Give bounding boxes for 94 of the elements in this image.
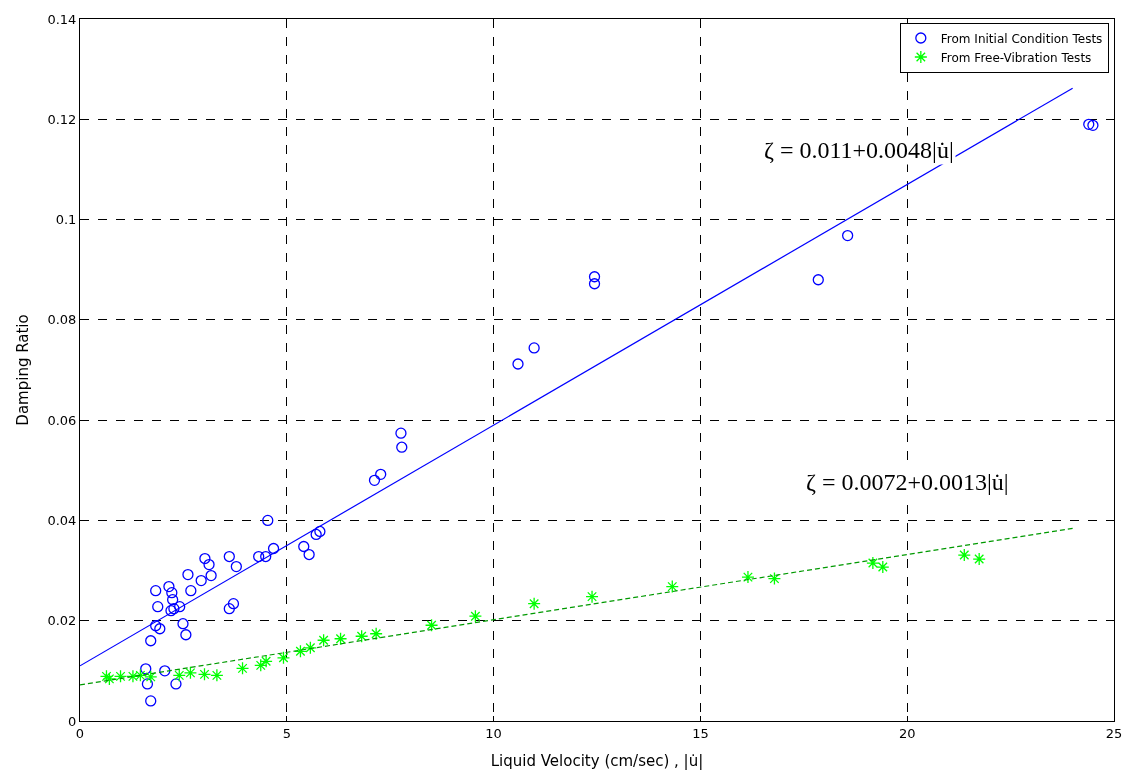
point: [741, 570, 755, 584]
point: [183, 666, 198, 680]
y-tick-label: 0.1: [55, 212, 77, 228]
point: [140, 663, 152, 675]
point: [368, 474, 381, 486]
point: [424, 618, 439, 632]
point: [113, 669, 128, 684]
point: [262, 514, 274, 527]
y-tick-label: 0.04: [47, 512, 77, 528]
point: [197, 667, 212, 682]
point: [767, 571, 782, 586]
point: [159, 665, 171, 677]
point: [166, 586, 178, 599]
point: [333, 632, 348, 646]
annotation: ζ = 0.0072+0.0013|u̇|: [806, 469, 1009, 495]
point: [396, 441, 408, 453]
legend-label: From Free-Vibration Tests: [940, 50, 1092, 65]
x-tick-label: 25: [1105, 725, 1123, 741]
point: [126, 669, 140, 684]
point: [276, 651, 291, 665]
point: [253, 550, 265, 563]
point: [588, 278, 601, 290]
point: [293, 644, 308, 658]
y-tick-label: 0.08: [47, 312, 77, 328]
x-tick-label: 10: [485, 725, 502, 741]
point: [182, 568, 194, 581]
point: [585, 590, 599, 604]
y-tick-label: 0.14: [47, 11, 77, 27]
y-tick-label: 0: [68, 713, 77, 729]
point: [235, 661, 250, 675]
point: [141, 678, 154, 690]
point: [170, 678, 182, 690]
point: [527, 597, 541, 611]
point: [512, 358, 524, 370]
point: [163, 580, 175, 593]
x-tick-label: 15: [692, 725, 709, 741]
point: [267, 542, 280, 555]
point: [152, 601, 164, 613]
y-tick-label: 0.12: [47, 111, 77, 127]
point: [310, 528, 322, 541]
point: [144, 670, 158, 684]
x-tick-label: 20: [898, 725, 916, 741]
point: [375, 468, 387, 480]
point: [154, 623, 166, 635]
legend-label: From Initial Condition Tests: [940, 31, 1103, 46]
point: [174, 601, 186, 613]
point: [298, 540, 310, 553]
annotation: ζ = 0.011+0.0048|u̇|: [764, 137, 954, 163]
point: [528, 342, 540, 354]
point: [957, 548, 971, 562]
point: [303, 548, 315, 561]
point: [841, 229, 854, 242]
point: [223, 603, 235, 615]
point: [303, 641, 318, 655]
point: [259, 654, 273, 668]
point: [812, 274, 824, 286]
x-axis-title: Liquid Velocity (cm/sec) , |u̇|: [490, 751, 704, 770]
point: [395, 427, 407, 439]
point: [150, 620, 162, 632]
x-tick-label: 5: [282, 725, 291, 741]
point: [172, 668, 186, 683]
point: [177, 618, 189, 630]
point: [195, 574, 207, 587]
point: [145, 635, 157, 647]
point: [314, 525, 326, 538]
point: [203, 558, 215, 571]
point: [133, 668, 148, 683]
point: [588, 271, 601, 283]
point: [1087, 119, 1099, 131]
point: [1083, 118, 1095, 130]
point: [185, 584, 197, 597]
point: [199, 552, 211, 565]
point: [227, 598, 240, 610]
point: [876, 560, 890, 574]
point: [468, 609, 483, 623]
point: [167, 594, 179, 606]
point: [205, 569, 217, 582]
point: [369, 627, 383, 641]
point: [665, 579, 679, 594]
point: [145, 695, 157, 707]
point: [150, 584, 162, 597]
point: [223, 550, 235, 563]
point: [316, 633, 331, 647]
point: [972, 552, 986, 566]
point: [355, 629, 369, 643]
point: [180, 629, 192, 641]
y-tick-label: 0.02: [47, 613, 77, 629]
point: [210, 668, 224, 683]
y-tick-label: 0.06: [47, 412, 77, 428]
point: [230, 560, 242, 573]
point: [260, 550, 272, 563]
y-axis-title: Damping Ratio: [13, 314, 32, 426]
point: [254, 658, 268, 672]
point: [866, 556, 880, 570]
